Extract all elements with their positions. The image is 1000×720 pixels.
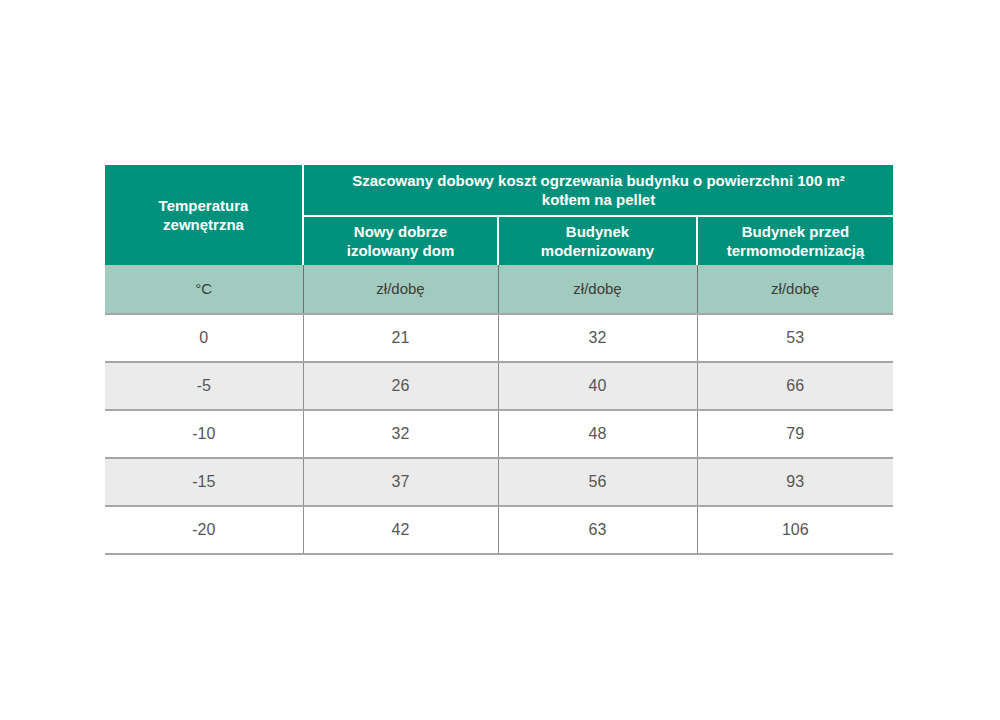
cost-cell: 37 [303,458,498,506]
table-row: -15 37 56 93 [105,458,893,506]
cost-cell: 26 [303,362,498,410]
temperature-cell: 0 [105,314,303,362]
column-header-modernized-building: Budynek modernizowany [498,216,697,265]
table-row: 0 21 32 53 [105,314,893,362]
column-header-new-insulated-house: Nowy dobrze izolowany dom [303,216,498,265]
cost-cell: 21 [303,314,498,362]
cost-cell: 66 [697,362,893,410]
unit-cell-zl-per-day: zł/dobę [697,265,893,314]
temperature-cell: -20 [105,506,303,554]
unit-cell-celsius: °C [105,265,303,314]
cost-cell: 93 [697,458,893,506]
table-row: -5 26 40 66 [105,362,893,410]
temperature-cell: -15 [105,458,303,506]
unit-row: °C zł/dobę zł/dobę zł/dobę [105,265,893,314]
cost-cell: 79 [697,410,893,458]
header-row-main: Temperatura zewnętrzna Szacowany dobowy … [105,165,893,216]
table-row: -20 42 63 106 [105,506,893,554]
unit-cell-zl-per-day: zł/dobę [303,265,498,314]
heating-cost-table: Temperatura zewnętrzna Szacowany dobowy … [105,165,893,555]
page-background: Temperatura zewnętrzna Szacowany dobowy … [0,0,1000,720]
column-header-before-thermomodernization: Budynek przed termomodernizacją [697,216,893,265]
cost-cell: 56 [498,458,697,506]
table-row: -10 32 48 79 [105,410,893,458]
cost-cell: 32 [498,314,697,362]
cost-cell: 42 [303,506,498,554]
cost-cell: 48 [498,410,697,458]
table-title: Szacowany dobowy koszt ogrzewania budynk… [303,165,893,216]
corner-header-temperature: Temperatura zewnętrzna [105,165,303,265]
temperature-cell: -5 [105,362,303,410]
cost-cell: 32 [303,410,498,458]
cost-cell: 53 [697,314,893,362]
cost-cell: 40 [498,362,697,410]
temperature-cell: -10 [105,410,303,458]
cost-cell: 106 [697,506,893,554]
cost-cell: 63 [498,506,697,554]
heating-cost-table-wrap: Temperatura zewnętrzna Szacowany dobowy … [105,165,893,555]
unit-cell-zl-per-day: zł/dobę [498,265,697,314]
